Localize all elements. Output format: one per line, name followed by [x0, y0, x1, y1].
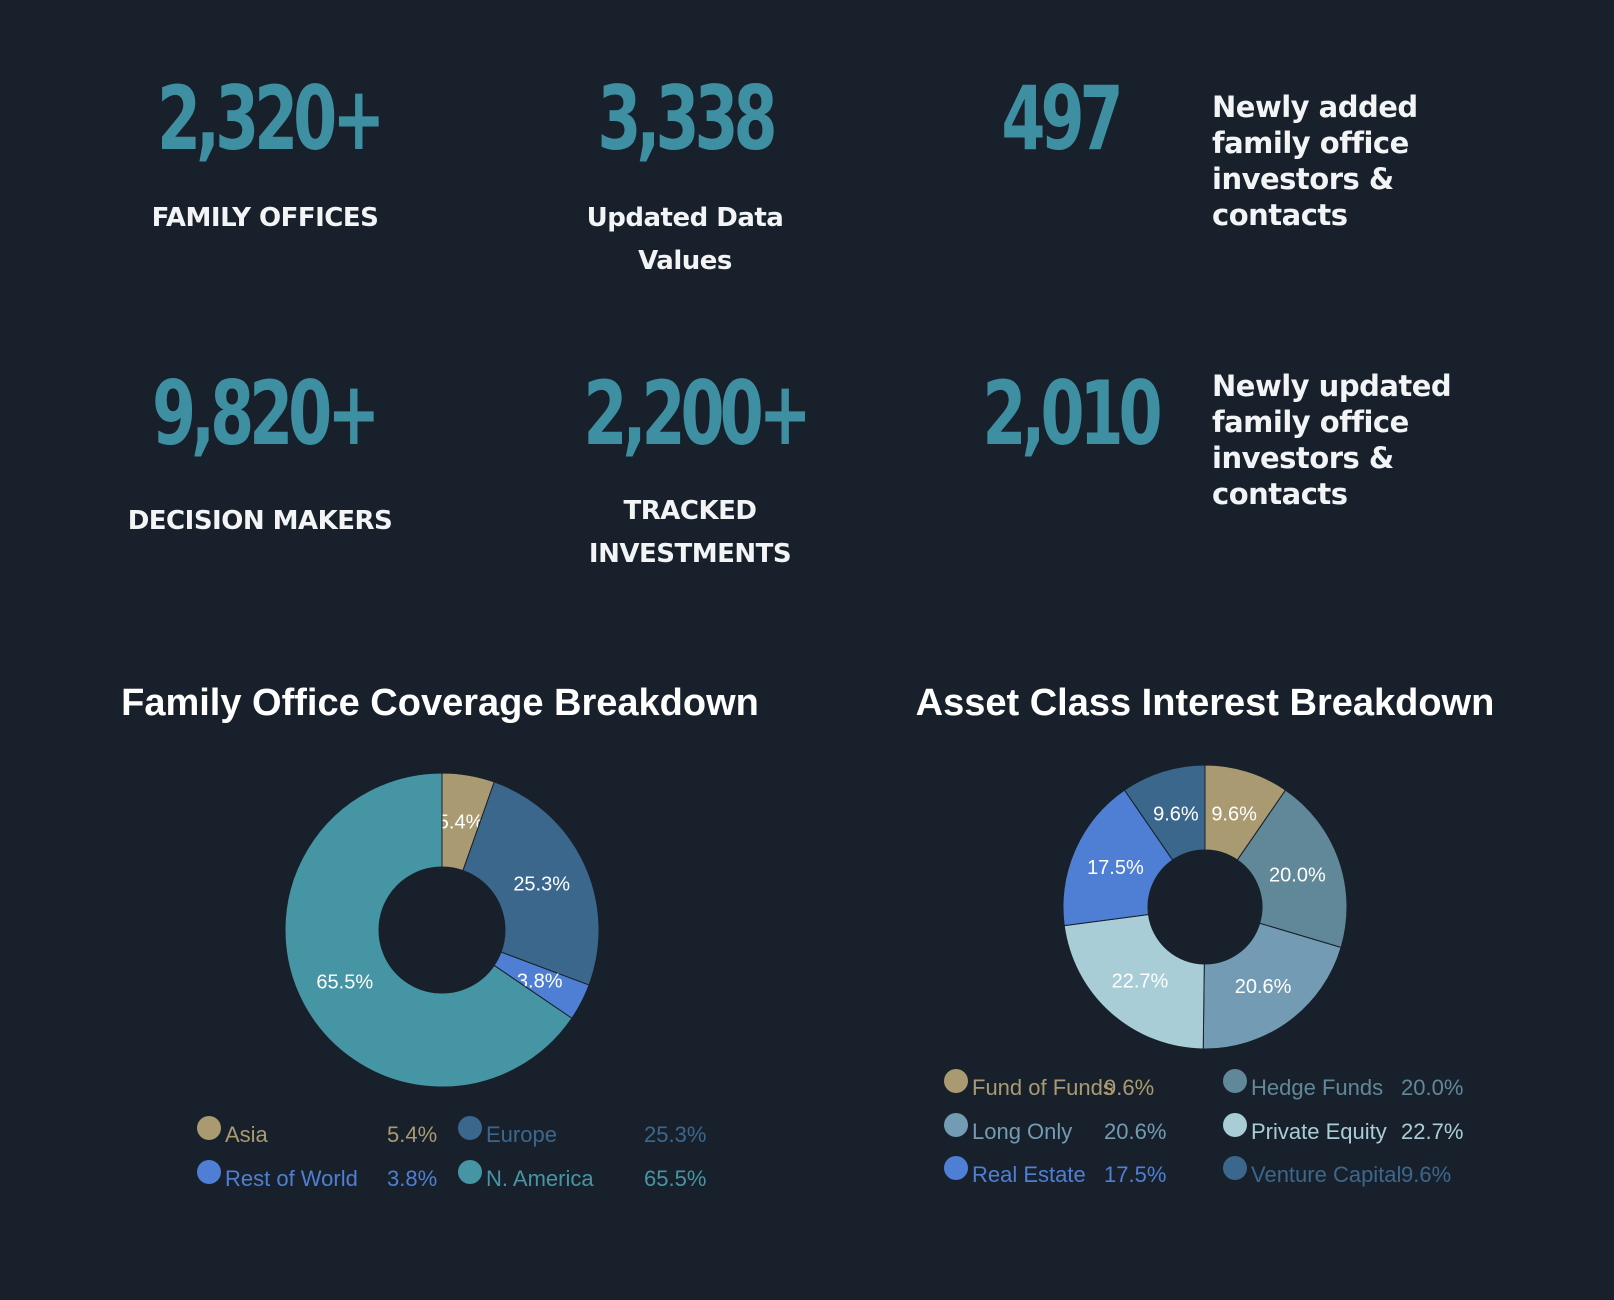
stat-newly-updated-label: Newly updated family office investors & …: [1212, 369, 1452, 511]
coverage-legend-marker-rest-of-world: [197, 1160, 221, 1184]
asset-class-legend-marker-private-equity: [1223, 1113, 1247, 1137]
stat-updated-data-values-value: 3,338: [597, 67, 777, 170]
asset-class-legend-marker-fund-of-funds: [944, 1069, 968, 1093]
asset-class-legend-label-venture-capital: Venture Capital: [1251, 1162, 1401, 1187]
asset-class-slice-hedge-funds: [1236, 789, 1348, 949]
asset-class-slice-venture-capital: [1123, 764, 1206, 861]
stat-updated-data-values-label: Updated Data Values: [586, 203, 784, 276]
asset-class-legend-value-long-only: 20.6%: [1104, 1119, 1166, 1144]
coverage-legend-value-europe: 25.3%: [644, 1122, 706, 1147]
asset-class-chart-title: Asset Class Interest Breakdown: [915, 682, 1495, 724]
coverage-legend-value-asia: 5.4%: [387, 1122, 437, 1147]
asset-class-legend-marker-real-estate: [944, 1156, 968, 1180]
asset-class-legend-label-hedge-funds: Hedge Funds: [1251, 1075, 1383, 1100]
asset-class-legend-label-long-only: Long Only: [972, 1119, 1072, 1144]
stat-family-offices-value: 2,320+: [157, 67, 385, 170]
coverage-legend-marker-n-america: [458, 1160, 482, 1184]
asset-class-legend-label-fund-of-funds: Fund of Funds: [972, 1075, 1114, 1100]
asset-class-slice-label-long-only: 20.6%: [1235, 976, 1292, 998]
asset-class-legend-value-fund-of-funds: 9.6%: [1104, 1075, 1154, 1100]
asset-class-legend-label-real-estate: Real Estate: [972, 1162, 1086, 1187]
stat-tracked-investments-value: 2,200+: [583, 362, 811, 465]
coverage-slice-label-europe: 25.3%: [513, 873, 570, 895]
asset-class-legend-label-private-equity: Private Equity: [1251, 1119, 1387, 1144]
stat-newly-updated-value: 2,010: [982, 362, 1162, 465]
coverage-slice-europe: [462, 781, 600, 986]
coverage-slice-label-asia: 5.4%: [438, 812, 484, 834]
asset-class-legend-value-real-estate: 17.5%: [1104, 1162, 1166, 1187]
coverage-legend-label-asia: Asia: [225, 1122, 269, 1147]
asset-class-legend-value-private-equity: 22.7%: [1401, 1119, 1463, 1144]
coverage-legend-label-europe: Europe: [486, 1122, 557, 1147]
coverage-legend-marker-europe: [458, 1116, 482, 1140]
asset-class-slice-label-fund-of-funds: 9.6%: [1211, 803, 1257, 825]
stat-tracked-investments-label: TRACKED INVESTMENTS: [588, 496, 792, 569]
asset-class-slice-real-estate: [1062, 789, 1174, 927]
coverage-legend-label-rest-of-world: Rest of World: [225, 1166, 358, 1191]
asset-class-slice-label-hedge-funds: 20.0%: [1269, 864, 1326, 886]
asset-class-slice-label-venture-capital: 9.6%: [1153, 803, 1199, 825]
stat-newly-added-value: 497: [1001, 67, 1123, 170]
coverage-legend-label-n-america: N. America: [486, 1166, 594, 1191]
stat-decision-makers-value: 9,820+: [152, 362, 380, 465]
asset-class-legend-marker-venture-capital: [1223, 1156, 1247, 1180]
asset-class-legend-value-venture-capital: 9.6%: [1401, 1162, 1451, 1187]
asset-class-slice-label-real-estate: 17.5%: [1087, 857, 1144, 879]
asset-class-legend-marker-hedge-funds: [1223, 1069, 1247, 1093]
stat-decision-makers-label: DECISION MAKERS: [127, 506, 393, 536]
stat-family-offices-label: FAMILY OFFICES: [151, 203, 379, 233]
asset-class-slice-long-only: [1202, 922, 1342, 1050]
asset-class-legend-value-hedge-funds: 20.0%: [1401, 1075, 1463, 1100]
coverage-slice-label-n-america: 65.5%: [316, 971, 373, 993]
stat-newly-added-label: Newly added family office investors & co…: [1212, 90, 1418, 232]
coverage-chart-title: Family Office Coverage Breakdown: [121, 682, 759, 724]
coverage-slice-n-america: [284, 772, 573, 1088]
coverage-legend-value-n-america: 65.5%: [644, 1166, 706, 1191]
asset-class-legend-marker-long-only: [944, 1113, 968, 1137]
asset-class-slice-label-private-equity: 22.7%: [1112, 970, 1169, 992]
asset-class-slice-private-equity: [1063, 913, 1205, 1050]
coverage-legend-value-rest-of-world: 3.8%: [387, 1166, 437, 1191]
coverage-legend-marker-asia: [197, 1116, 221, 1140]
coverage-slice-label-rest-of-world: 3.8%: [517, 971, 563, 993]
